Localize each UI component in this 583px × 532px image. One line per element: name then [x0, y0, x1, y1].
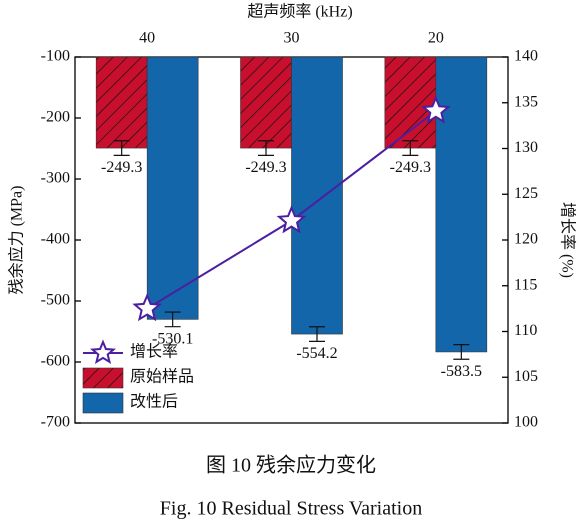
y2-tick-label: 130	[514, 139, 538, 156]
y-tick-label: -200	[41, 109, 70, 126]
line-marker	[276, 205, 307, 234]
bar	[95, 56, 148, 149]
value-label: -249.3	[101, 159, 142, 176]
y2-tick-label: 120	[514, 231, 538, 248]
line-marker	[421, 95, 451, 124]
caption: 图 10 残余应力变化	[206, 454, 376, 477]
error-bar	[309, 326, 325, 342]
y2-tick-label: 115	[514, 276, 537, 293]
y2-tick-label: 140	[514, 48, 538, 65]
y-tick-label: -300	[41, 170, 70, 187]
bar	[384, 56, 437, 149]
legend-label: 增长率	[130, 343, 178, 361]
value-label: -530.1	[152, 330, 193, 347]
value-label: -249.3	[245, 159, 286, 176]
x-axis-title: 超声频率 (kHz)	[247, 3, 352, 21]
error-bar	[113, 140, 130, 156]
error-bar	[453, 344, 470, 360]
y-tick-label: -700	[41, 414, 70, 431]
y-tick-label: -600	[41, 353, 70, 370]
y2-tick-label: 100	[514, 414, 538, 431]
y2-tick-label: 125	[514, 185, 538, 202]
error-bar	[258, 140, 274, 156]
error-bar	[402, 140, 419, 156]
value-label: -554.2	[296, 345, 337, 362]
value-label: -583.5	[441, 363, 482, 380]
legend-swatch	[82, 392, 124, 414]
value-label: -249.3	[390, 159, 431, 176]
y-axis-title: 残余应力 (MPa)	[7, 186, 26, 295]
y2-tick-label: 110	[514, 322, 537, 339]
y-tick-label: -400	[41, 231, 70, 248]
bar	[435, 56, 488, 353]
bar	[291, 56, 343, 335]
error-bar	[164, 311, 181, 328]
legend-label: 原始样品	[130, 368, 194, 386]
y2-axis-title: 增长率 (%)	[558, 202, 576, 278]
y2-tick-label: 135	[514, 93, 538, 110]
bar	[240, 56, 292, 149]
bar	[146, 56, 199, 320]
y-tick-label: -500	[41, 292, 70, 309]
legend-label: 改性后	[130, 393, 178, 411]
y2-tick-label: 105	[514, 368, 538, 385]
legend-marker	[89, 339, 117, 365]
x-tick-label: 20	[428, 30, 444, 47]
caption-en: Fig. 10 Residual Stress Variation	[160, 498, 422, 520]
x-tick-label: 40	[139, 30, 155, 47]
x-tick-label: 30	[284, 30, 300, 47]
legend-swatch	[82, 367, 124, 389]
line-marker	[132, 292, 162, 322]
y-tick-label: -100	[41, 48, 70, 65]
